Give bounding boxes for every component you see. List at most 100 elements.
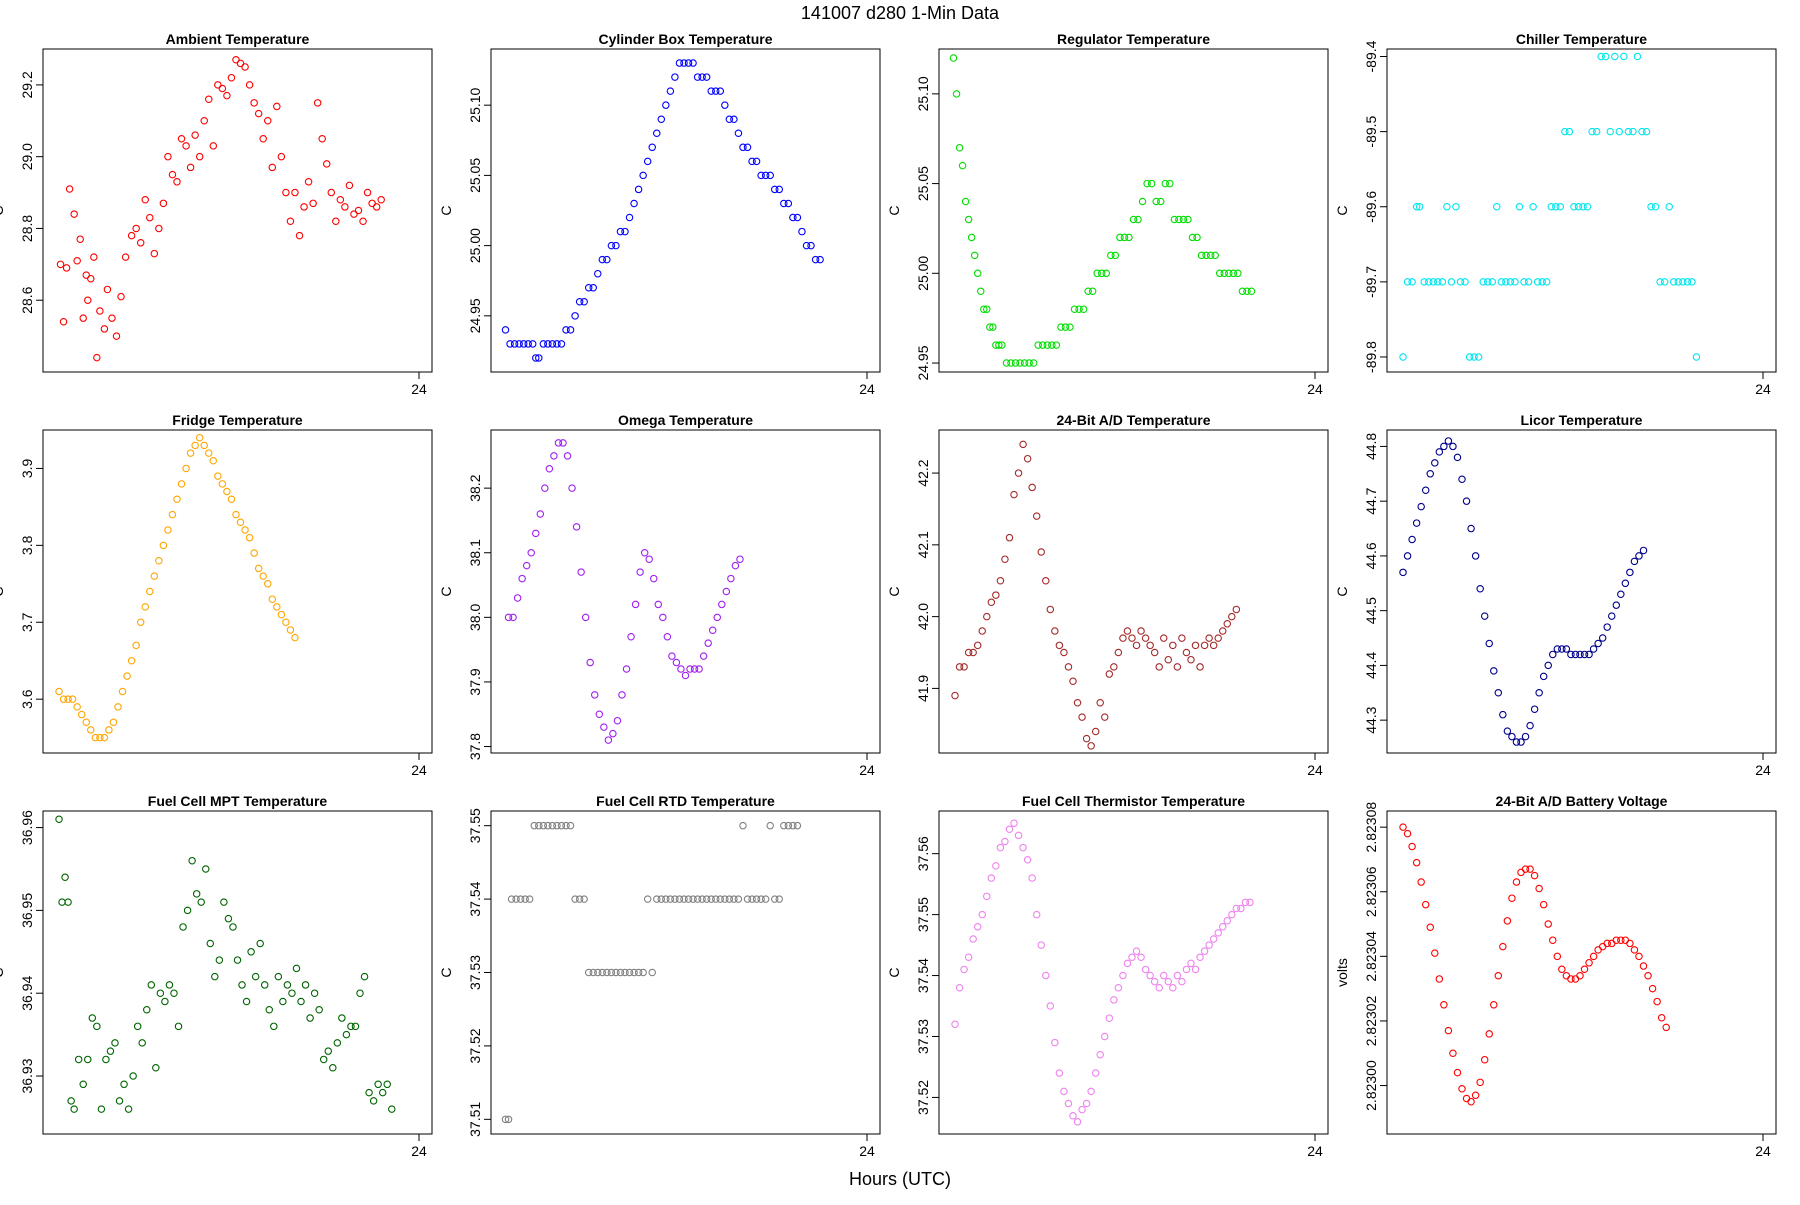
data-point (218, 84, 227, 93)
data-point (1490, 1001, 1498, 1009)
data-point (1515, 202, 1524, 211)
data-point (1567, 650, 1575, 659)
data-point (159, 541, 168, 550)
data-point (1453, 1068, 1462, 1077)
data-point (1594, 946, 1602, 954)
data-point (1173, 663, 1182, 671)
data-point (1589, 645, 1598, 653)
data-point (129, 1072, 137, 1080)
y-tick-label: 29.2 (19, 71, 35, 98)
y-axis-label: volts (1334, 958, 1350, 987)
data-point (589, 968, 597, 977)
data-point (1647, 202, 1655, 211)
data-point (571, 895, 579, 903)
data-point (1137, 953, 1145, 962)
data-point (1608, 612, 1616, 620)
data-point (268, 163, 277, 172)
data-point (90, 253, 98, 261)
data-point (1580, 965, 1589, 974)
data-point (1218, 627, 1227, 635)
data-point (1553, 645, 1562, 653)
y-tick-label: 37.55 (915, 897, 931, 932)
data-point (1558, 965, 1566, 974)
plot-frame (490, 48, 881, 373)
data-point (1093, 269, 1101, 278)
data-point (987, 598, 996, 607)
x-tick-label: 24 (411, 381, 427, 397)
data-point (695, 665, 703, 673)
panel-6: Omega Temperature C 37.8 37.9 38.0 38.1 38.2 24 (438, 412, 881, 778)
data-point (557, 821, 566, 830)
data-point (79, 314, 87, 322)
data-point (173, 178, 181, 186)
y-tick-label: 44.4 (1363, 652, 1379, 679)
y-axis-label: C (886, 205, 902, 215)
data-point (663, 632, 672, 641)
data-point (671, 73, 679, 81)
data-point (584, 968, 593, 977)
y-tick-label: 25.00 (915, 256, 931, 291)
data-point (1653, 997, 1661, 1006)
data-point (639, 968, 647, 977)
data-point (684, 59, 693, 67)
data-point (516, 895, 525, 903)
data-point (1621, 579, 1630, 588)
data-point (955, 663, 964, 671)
data-point (103, 285, 112, 294)
data-point (73, 256, 81, 265)
data-point (236, 518, 245, 527)
data-point (1420, 278, 1428, 286)
data-point (1223, 620, 1232, 628)
data-point (1589, 952, 1598, 961)
data-point (504, 613, 513, 622)
data-point (1657, 1013, 1666, 1022)
data-point (1476, 585, 1484, 593)
data-point (1223, 916, 1232, 925)
x-tick-label: 24 (1755, 762, 1771, 778)
data-point (1526, 721, 1534, 730)
data-point (224, 914, 233, 923)
data-point (580, 298, 588, 306)
data-point (304, 178, 313, 186)
data-point (1603, 623, 1611, 631)
data-point (693, 895, 702, 903)
data-point (241, 63, 249, 71)
data-point (93, 353, 101, 362)
data-point (1585, 650, 1593, 659)
data-point (1426, 923, 1435, 932)
data-point (1431, 459, 1439, 467)
data-point (186, 163, 195, 172)
data-point (1101, 713, 1109, 721)
data-point (214, 472, 222, 480)
data-point (1193, 233, 1201, 242)
figure-title: 141007 d280 1-Min Data (801, 3, 1000, 23)
data-point (1524, 278, 1533, 286)
data-point (721, 101, 729, 109)
data-point (177, 134, 186, 143)
y-tick-label: 38.2 (467, 474, 483, 501)
data-point (251, 972, 260, 981)
data-point (1483, 278, 1492, 286)
data-point (563, 452, 572, 460)
data-point (177, 480, 186, 488)
data-point (87, 274, 95, 283)
data-point (1553, 952, 1562, 961)
data-point (291, 188, 299, 197)
plot-frame (938, 429, 1329, 754)
data-point (666, 895, 675, 903)
data-point (1660, 278, 1669, 286)
data-point (1444, 1026, 1453, 1035)
data-point (215, 956, 224, 964)
data-point (84, 296, 92, 304)
panel-title: Licor Temperature (1521, 412, 1643, 428)
y-tick-label: 25.00 (467, 228, 483, 263)
data-point (106, 1047, 115, 1055)
y-tick-label: 44.6 (1363, 542, 1379, 569)
data-point (636, 568, 644, 576)
plot-frame (1386, 429, 1777, 754)
data-point (232, 510, 240, 519)
data-point (521, 895, 529, 903)
data-point (359, 217, 367, 226)
data-point (727, 574, 735, 583)
data-point (1512, 878, 1521, 886)
